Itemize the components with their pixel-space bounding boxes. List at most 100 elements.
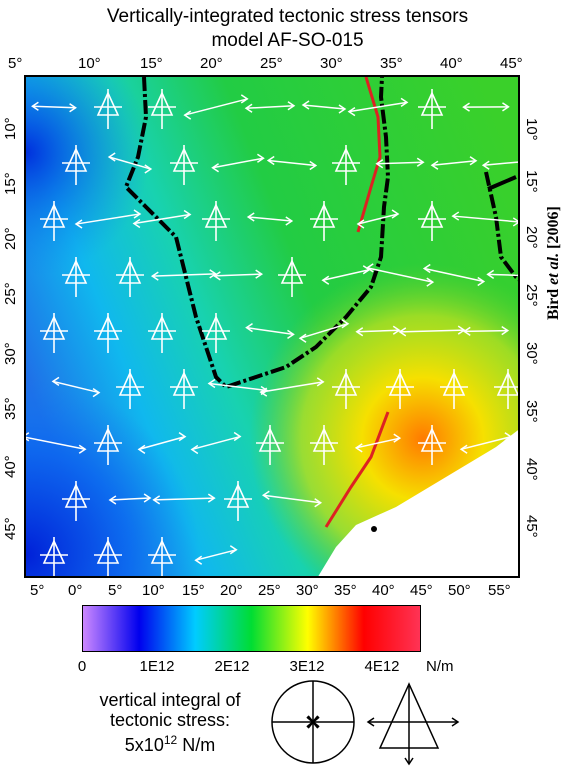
tension-symbol (94, 89, 122, 129)
left-tick-label: 40° (2, 455, 19, 478)
stress-arrow (246, 212, 294, 226)
stress-map (24, 75, 520, 578)
stress-arrow (132, 209, 192, 229)
bottom-tick-label: 15° (182, 582, 205, 599)
coastline (484, 171, 518, 282)
stress-arrow (356, 209, 400, 229)
bottom-tick-label: 0° (68, 582, 83, 599)
legend-value: 5x10 (124, 735, 164, 755)
tension-symbol (62, 257, 90, 297)
left-tick-label: 45° (2, 517, 19, 540)
tension-symbol (148, 537, 176, 576)
tension-symbol (418, 89, 446, 129)
left-tick-label: 20° (2, 227, 19, 250)
stress-arrow (74, 209, 142, 229)
stress-arrow (354, 433, 402, 453)
credit-label: Bird et al. [2006] (545, 206, 563, 320)
tension-symbol (494, 369, 518, 409)
tension-symbol (94, 313, 122, 353)
stress-arrow (137, 432, 187, 454)
legend-unit: N/m (177, 735, 216, 755)
stress-arrow (451, 211, 518, 227)
stress-arrow (298, 319, 350, 343)
legend-description: vertical integral of tectonic stress: 5x… (70, 690, 270, 755)
stress-arrow (212, 269, 264, 281)
top-tick-label: 45° (500, 55, 523, 72)
top-tick-label: 5° (8, 55, 23, 72)
right-tick-label: 15° (523, 170, 540, 193)
stress-arrow (245, 323, 295, 339)
stress-arrow (398, 325, 466, 337)
plate-boundary (324, 411, 390, 528)
legend-symbols (271, 680, 460, 766)
legend-scale-value: 5x1012 N/m (70, 730, 270, 755)
tension-symbol (310, 425, 338, 465)
tension-symbol (40, 201, 68, 241)
tension-symbol (94, 425, 122, 465)
right-tick-label: 45° (523, 515, 540, 538)
bottom-tick-label: 30° (296, 582, 319, 599)
legend-exponent: 12 (163, 733, 178, 747)
tension-symbol (148, 313, 176, 353)
stress-arrow (259, 377, 325, 397)
tension-symbol (116, 369, 144, 409)
compression-scale-symbol (271, 680, 355, 764)
stress-arrow (486, 269, 518, 279)
stress-arrow (355, 325, 401, 337)
stress-arrow (365, 263, 435, 287)
plate-boundary (356, 77, 382, 233)
bottom-tick-label: 35° (334, 582, 357, 599)
stress-arrow (430, 156, 478, 170)
tension-symbol (170, 369, 198, 409)
stress-arrow (108, 493, 152, 505)
stress-arrow (244, 101, 296, 113)
tension-symbol (148, 89, 176, 129)
tension-symbol (40, 313, 68, 353)
top-tick-label: 20° (200, 55, 223, 72)
stress-arrow (194, 545, 238, 565)
coastline (123, 77, 391, 390)
stress-arrow (152, 493, 216, 505)
tension-symbol (224, 481, 252, 521)
stress-arrow (347, 97, 409, 117)
left-tick-label: 35° (2, 397, 19, 420)
bottom-tick-label: 40° (372, 582, 395, 599)
right-tick-label: 40° (523, 458, 540, 481)
stress-arrow (481, 160, 518, 170)
legend-line-1: vertical integral of (99, 690, 241, 710)
tension-symbol (256, 425, 284, 465)
stress-arrow (301, 100, 347, 114)
tension-symbol (202, 201, 230, 241)
stress-arrow (107, 152, 153, 174)
credit-year: [2006] (545, 206, 562, 249)
color-scale-unit: N/m (426, 658, 454, 675)
right-tick-label: 20° (523, 226, 540, 249)
color-scale-tick: 1E12 (139, 658, 175, 675)
stress-arrow (462, 102, 510, 112)
top-tick-label: 25° (260, 55, 283, 72)
tension-symbol (170, 145, 198, 185)
color-scale-tick: 4E12 (364, 658, 400, 675)
color-scale-tick: 3E12 (289, 658, 325, 675)
bottom-tick-label: 10° (142, 582, 165, 599)
stress-symbols (26, 89, 518, 576)
bottom-tick-label: 55° (488, 582, 511, 599)
tension-symbol (332, 369, 360, 409)
left-tick-label: 30° (2, 342, 19, 365)
right-tick-label: 30° (523, 342, 540, 365)
bottom-tick-label: 25° (258, 582, 281, 599)
stress-arrow (375, 157, 425, 169)
tension-symbol (40, 537, 68, 576)
stress-arrow (459, 432, 513, 454)
credit-etal: et al. (545, 252, 562, 285)
stress-arrow (190, 431, 242, 455)
credit-author: Bird (545, 288, 562, 320)
left-tick-label: 25° (2, 282, 19, 305)
tension-symbol (116, 257, 144, 297)
tension-symbol (418, 425, 446, 465)
map-subtitle: model AF-SO-015 (211, 30, 364, 51)
left-tick-label: 15° (2, 172, 19, 195)
top-tick-label: 15° (140, 55, 163, 72)
stress-arrow (422, 263, 486, 287)
stress-arrow (150, 269, 218, 281)
